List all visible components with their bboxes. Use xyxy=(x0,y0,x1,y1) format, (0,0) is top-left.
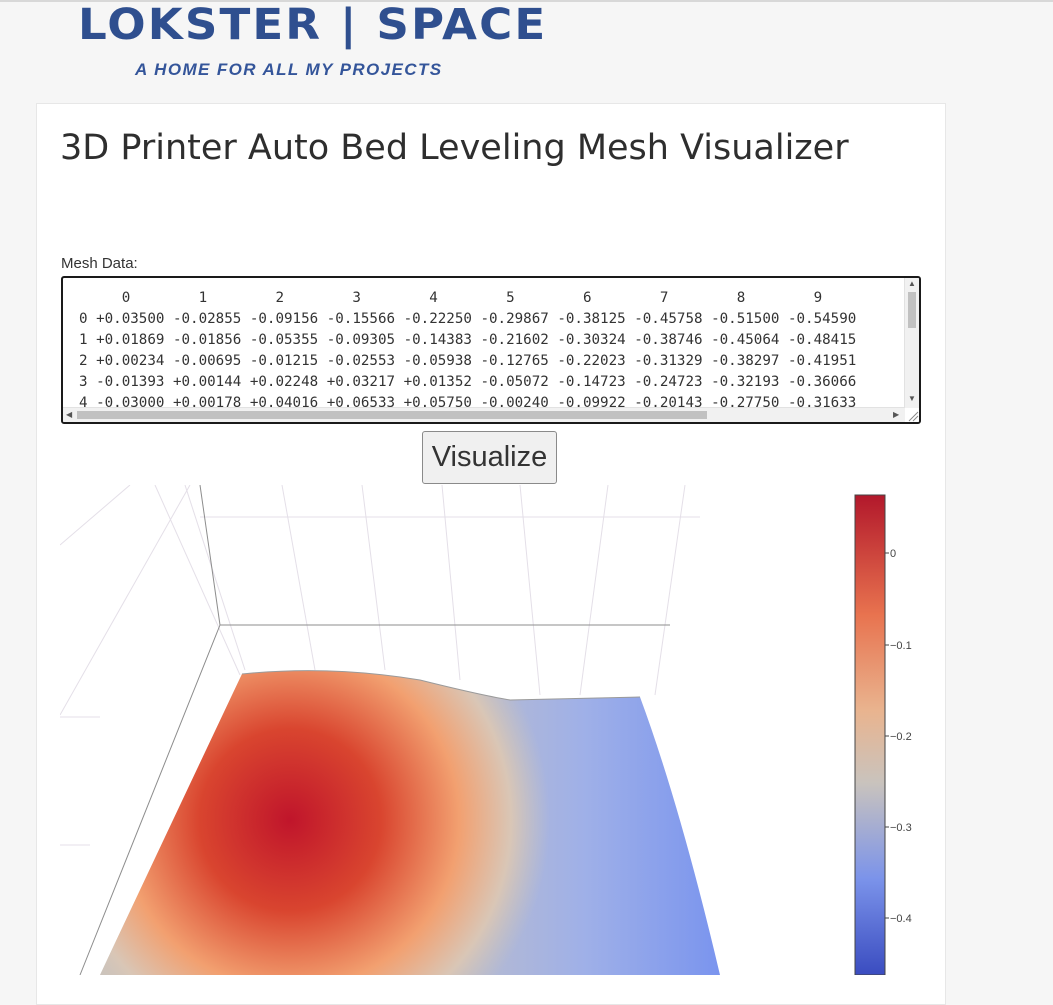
mesh-header-row: 0 1 2 3 4 5 6 7 8 9 xyxy=(79,290,823,306)
site-logo[interactable]: LOKSTER | SPACE xyxy=(78,0,548,50)
mesh-data-content[interactable]: 0 1 2 3 4 5 6 7 8 9 0 +0.03500 -0.02855 … xyxy=(79,288,856,414)
scroll-left-icon[interactable]: ◀ xyxy=(66,410,73,419)
mesh-row: 3 -0.01393 +0.00144 +0.02248 +0.03217 +0… xyxy=(79,374,857,390)
colorbar: 0 −0.1 −0.2 −0.3 −0.4 xyxy=(854,494,912,975)
page-title: 3D Printer Auto Bed Leveling Mesh Visual… xyxy=(60,128,849,168)
plot-axes xyxy=(79,485,670,975)
mesh-row: 0 +0.03500 -0.02855 -0.09156 -0.15566 -0… xyxy=(79,311,857,327)
scroll-down-icon[interactable]: ▼ xyxy=(908,394,916,403)
plot-grid xyxy=(60,485,700,846)
mesh-data-textarea[interactable]: 0 1 2 3 4 5 6 7 8 9 0 +0.03500 -0.02855 … xyxy=(61,276,921,424)
site-tagline: A HOME FOR ALL MY PROJECTS xyxy=(135,60,443,79)
surface-edge xyxy=(241,670,641,701)
scroll-up-icon[interactable]: ▲ xyxy=(908,279,916,288)
mesh-row: 1 +0.01869 -0.01856 -0.05355 -0.09305 -0… xyxy=(79,332,857,348)
visualize-button[interactable]: Visualize xyxy=(422,431,557,484)
colorbar-tick-label: −0.4 xyxy=(890,913,912,925)
vertical-scrollbar[interactable]: ▲ ▼ xyxy=(904,278,919,408)
colorbar-tick-label: −0.2 xyxy=(890,731,912,743)
horizontal-scroll-thumb[interactable] xyxy=(77,411,707,419)
colorbar-tick-label: −0.3 xyxy=(890,822,912,834)
mesh-surface[interactable] xyxy=(60,635,760,975)
mesh-3d-plot[interactable]: 0 −0.1 −0.2 −0.3 −0.4 xyxy=(60,485,940,975)
vertical-scroll-thumb[interactable] xyxy=(908,292,916,328)
resize-handle-icon[interactable] xyxy=(905,408,919,422)
colorbar-tick-label: −0.1 xyxy=(890,640,912,652)
colorbar-tick-label: 0 xyxy=(890,548,896,560)
mesh-row: 2 +0.00234 -0.00695 -0.01215 -0.02553 -0… xyxy=(79,353,857,369)
mesh-data-label: Mesh Data: xyxy=(61,255,138,272)
top-border xyxy=(0,0,1053,2)
horizontal-scrollbar[interactable]: ◀ ▶ xyxy=(63,407,905,422)
scroll-right-icon[interactable]: ▶ xyxy=(893,410,900,419)
